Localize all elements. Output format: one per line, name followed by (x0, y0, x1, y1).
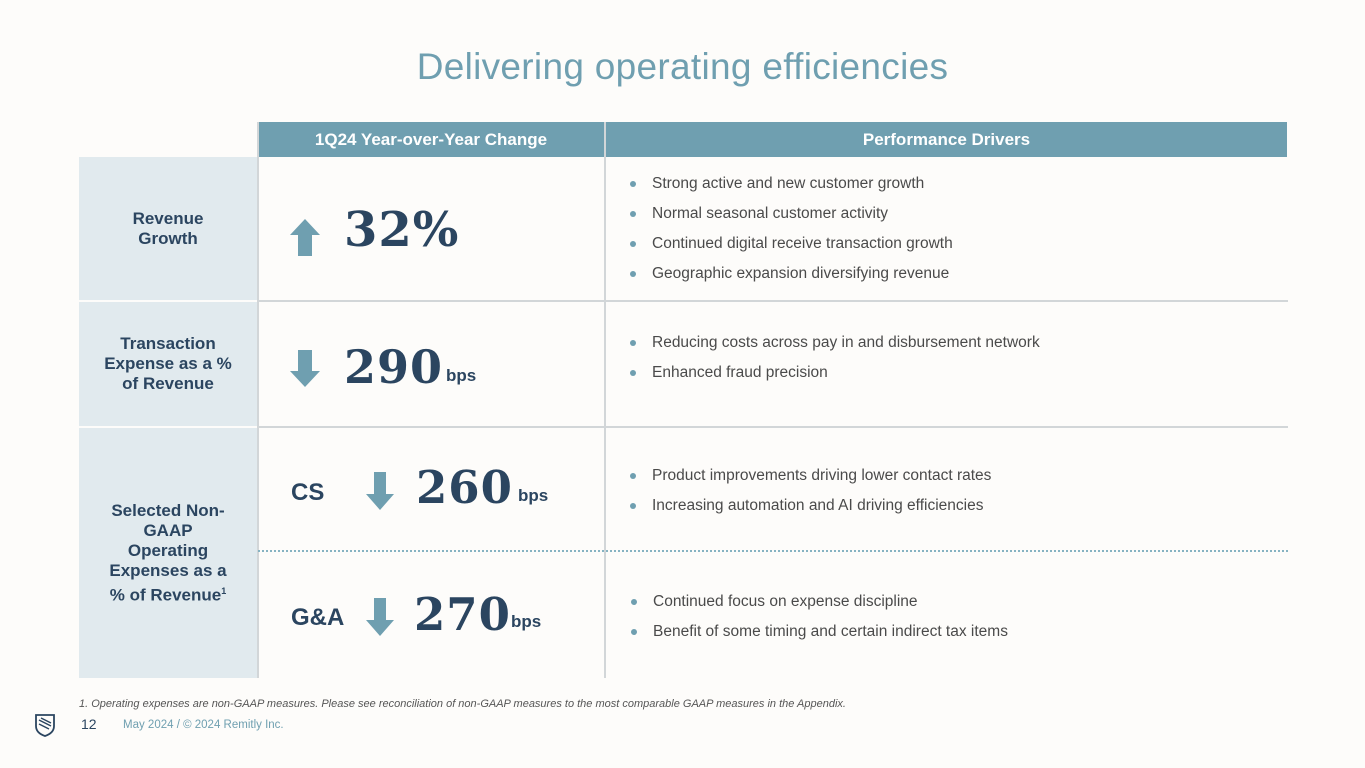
row-label-text: Revenue Growth (132, 208, 204, 248)
grid-vline (257, 122, 259, 678)
footer-text: May 2024 / © 2024 Remitly Inc. (123, 719, 284, 731)
driver-item: Benefit of some timing and certain indir… (631, 617, 1008, 647)
row-label-opex: Selected Non-GAAP Operating Expenses as … (79, 428, 257, 678)
row-label-text-wrap: Selected Non-GAAP Operating Expenses as … (103, 501, 233, 606)
row-label-text: Selected Non-GAAP Operating Expenses as … (109, 500, 227, 605)
driver-item: Continued focus on expense discipline (631, 587, 1008, 617)
remitly-logo-icon (35, 714, 55, 737)
arrow-up-icon (290, 219, 320, 256)
drivers-list-ga: Continued focus on expense discipline Be… (631, 587, 1008, 647)
drivers-list-transaction: Reducing costs across pay in and disburs… (630, 328, 1040, 388)
page-number: 12 (81, 716, 97, 732)
transaction-expense-unit: bps (446, 366, 477, 385)
driver-item: Strong active and new customer growth (630, 169, 953, 199)
cs-label: CS (291, 479, 325, 506)
driver-item: Continued digital receive transaction gr… (630, 229, 953, 259)
grid-hline (258, 300, 1288, 302)
grid-vline (604, 122, 606, 678)
footnote-marker: 1 (221, 585, 227, 596)
driver-item: Enhanced fraud precision (630, 358, 1040, 388)
revenue-growth-value: 32% (344, 202, 460, 258)
row-label-text: Transaction Expense as a % of Revenue (104, 334, 232, 393)
drivers-list-cs: Product improvements driving lower conta… (630, 461, 991, 521)
slide-title: Delivering operating efficiencies (416, 46, 949, 87)
arrow-down-icon (366, 598, 394, 636)
arrow-down-icon (366, 472, 394, 510)
driver-item: Product improvements driving lower conta… (630, 461, 991, 491)
row-label-transaction-expense: Transaction Expense as a % of Revenue (79, 302, 257, 426)
driver-item: Geographic expansion diversifying revenu… (630, 259, 953, 289)
driver-item: Reducing costs across pay in and disburs… (630, 328, 1040, 358)
header-change: 1Q24 Year-over-Year Change (258, 122, 604, 157)
dotted-divider (258, 550, 1288, 552)
grid-hline (258, 426, 1288, 428)
driver-item: Increasing automation and AI driving eff… (630, 491, 991, 521)
cs-unit: bps (518, 486, 549, 505)
ga-unit: bps (511, 612, 542, 631)
row-label-revenue-growth: Revenue Growth (79, 157, 257, 300)
ga-value: 270 (414, 588, 511, 641)
transaction-expense-value: 290 (344, 340, 444, 394)
driver-item: Normal seasonal customer activity (630, 199, 953, 229)
ga-label: G&A (291, 604, 345, 631)
drivers-list-revenue: Strong active and new customer growth No… (630, 169, 953, 289)
arrow-down-icon (290, 350, 320, 387)
header-drivers: Performance Drivers (606, 122, 1287, 157)
footnote: 1. Operating expenses are non-GAAP measu… (79, 698, 846, 710)
cs-value: 260 (416, 461, 513, 514)
